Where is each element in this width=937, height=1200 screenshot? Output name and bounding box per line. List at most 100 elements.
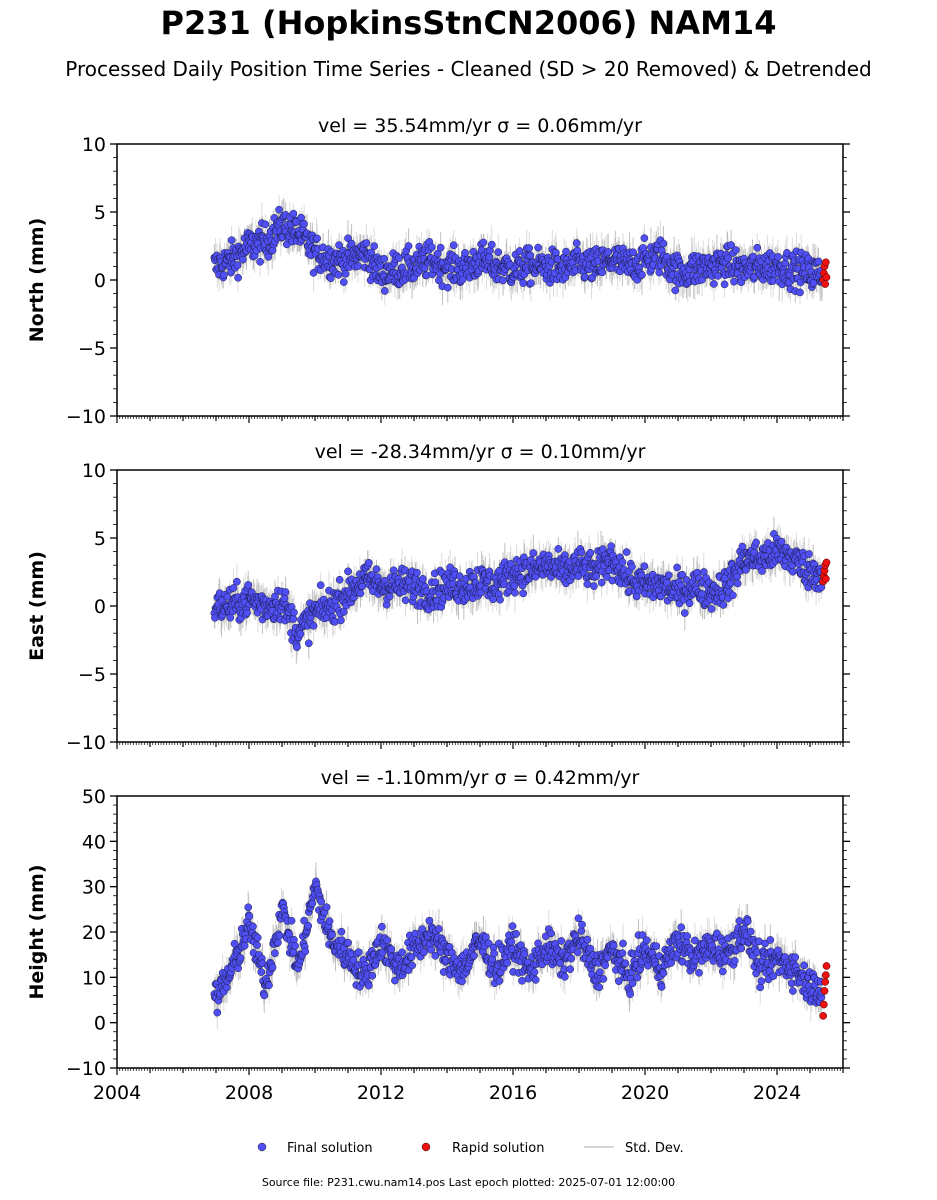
east-final-point (628, 562, 636, 571)
north-final-point (256, 257, 264, 266)
east-final-point (519, 589, 528, 598)
north-panel: vel = 35.54mm/yr σ = 0.06mm/yr North (mm… (26, 115, 850, 428)
chart-title: P231 (HopkinsStnCN2006) NAM14 (160, 4, 777, 42)
north-final-point (581, 273, 589, 281)
north-final-point (499, 276, 507, 285)
east-final-point (777, 537, 786, 546)
north-final-point (227, 268, 235, 277)
north-ytick-label: 10 (82, 134, 106, 156)
north-final-point (814, 257, 823, 266)
east-final-point (680, 609, 689, 617)
east-final-point (678, 570, 687, 579)
east-rapid-point (821, 574, 830, 583)
east-panel-title: vel = -28.34mm/yr σ = 0.10mm/yr (315, 441, 646, 463)
north-final-point (527, 279, 535, 288)
north-rapid-point (821, 280, 830, 288)
north-final-point (449, 241, 458, 250)
east-final-point (364, 558, 373, 567)
north-final-point (326, 274, 335, 283)
east-final-point (229, 584, 238, 592)
east-final-point (309, 621, 318, 630)
north-final-point (655, 268, 664, 277)
east-final-point (280, 594, 289, 603)
north-final-point (395, 254, 403, 262)
east-final-point (489, 595, 497, 604)
north-final-point (275, 205, 283, 214)
east-final-point (733, 579, 742, 588)
north-final-point (552, 248, 560, 257)
east-final-point (304, 639, 313, 648)
north-final-point (629, 248, 637, 257)
north-final-point (727, 241, 735, 249)
east-final-point (603, 573, 611, 581)
north-final-point (443, 283, 452, 292)
east-final-point (401, 596, 410, 605)
north-final-point (494, 248, 503, 256)
north-final-point (380, 287, 389, 295)
north-ytick-label: −10 (66, 406, 106, 428)
east-final-point (758, 567, 766, 575)
east-panel: vel = -28.34mm/yr σ = 0.10mm/yr East (mm… (26, 441, 850, 754)
north-final-point (341, 270, 350, 278)
north-final-point (334, 270, 343, 279)
east-final-point (622, 548, 631, 556)
north-final-point (234, 273, 242, 282)
east-ytick-label: −10 (66, 732, 106, 754)
north-final-point (562, 247, 570, 256)
north-final-point (461, 249, 469, 257)
north-ylabel: North (mm) (26, 218, 48, 343)
north-final-point (796, 288, 804, 297)
north-final-point (344, 234, 352, 243)
east-final-point (586, 548, 595, 557)
north-final-point (239, 255, 247, 264)
north-final-point (261, 220, 270, 229)
east-final-point (719, 601, 728, 609)
north-final-point (781, 259, 790, 268)
north-final-point (300, 220, 308, 228)
north-final-point (487, 240, 496, 249)
north-final-point (526, 251, 535, 260)
east-final-point (685, 599, 694, 608)
north-final-point (671, 286, 680, 295)
north-final-point (380, 254, 389, 263)
north-final-point (515, 247, 524, 255)
height-panel-title: vel = -1.10mm/yr σ = 0.42mm/yr (321, 767, 640, 789)
north-final-point (659, 239, 668, 248)
north-final-point (404, 242, 413, 250)
east-final-point (511, 588, 519, 597)
north-final-point (420, 264, 429, 272)
north-ytick-label: 0 (94, 270, 106, 292)
north-final-point (724, 254, 733, 262)
east-final-point (618, 558, 627, 566)
east-final-point (316, 581, 325, 590)
east-final-point (729, 591, 737, 600)
height-ylabel: Height (mm) (26, 864, 48, 999)
east-final-point (529, 549, 538, 557)
east-final-point (413, 568, 421, 577)
east-final-point (583, 580, 592, 588)
north-final-point (458, 275, 467, 284)
north-final-point (598, 268, 607, 277)
north-rapid-point (821, 258, 830, 267)
east-final-point (590, 582, 598, 590)
north-final-point (362, 239, 371, 247)
east-final-point (335, 575, 344, 584)
north-final-point (370, 242, 378, 250)
north-final-point (534, 243, 542, 252)
east-final-point (293, 643, 301, 651)
height-panel: vel = -1.10mm/yr σ = 0.42mm/yr Height (m… (26, 767, 850, 1104)
east-final-point (244, 581, 253, 589)
north-ytick-label: 5 (94, 202, 106, 224)
east-final-point (805, 550, 813, 558)
east-final-point (640, 562, 649, 571)
east-ytick-label: 0 (94, 596, 106, 618)
north-final-point (572, 239, 581, 247)
east-final-point (290, 608, 298, 617)
east-final-point (223, 592, 232, 601)
east-final-point (356, 589, 365, 598)
east-final-point (607, 542, 615, 550)
north-final-point (774, 253, 782, 261)
east-final-point (389, 566, 398, 575)
east-final-point (707, 605, 716, 613)
